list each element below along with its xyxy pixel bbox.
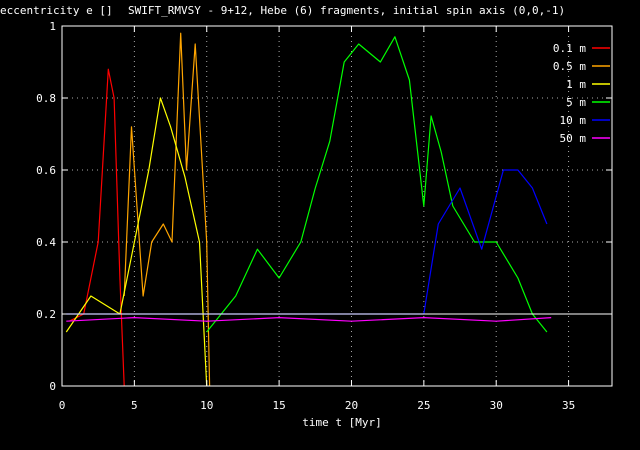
legend-label: 1 m [566,78,586,91]
x-tick-label: 15 [272,399,285,412]
y-tick-label: 0.8 [36,92,56,105]
x-tick-label: 10 [200,399,213,412]
y-tick-label: 0 [49,380,56,393]
legend-label: 0.5 m [553,60,586,73]
series-line-6 [66,317,552,322]
x-tick-label: 35 [562,399,575,412]
y-tick-label: 0.6 [36,164,56,177]
x-axis-label: time t [Myr] [302,416,381,429]
chart-title: SWIFT_RMVSY - 9+12, Hebe (6) fragments, … [128,4,565,17]
x-tick-label: 25 [417,399,430,412]
x-tick-label: 30 [490,399,503,412]
legend: 0.1 m 0.5 m 1 m 5 m 10 m 50 m [553,42,610,145]
legend-label: 0.1 m [553,42,586,55]
x-tick-label: 5 [131,399,138,412]
y-axis-label: eccentricity e [] [0,4,113,17]
series-line-4 [206,36,548,333]
legend-label: 50 m [560,132,587,145]
series-line-1 [68,68,125,387]
legend-label: 10 m [560,114,587,127]
series-line-3 [65,97,208,387]
x-tick-label: 20 [345,399,358,412]
legend-label: 5 m [566,96,586,109]
y-tick-label: 0.2 [36,308,56,321]
grid [62,26,612,386]
series-line-2 [123,32,211,387]
series-lines [65,32,552,387]
x-tick-label: 0 [59,399,66,412]
y-tick-label: 0.4 [36,236,56,249]
y-tick-label: 1 [49,20,56,33]
plot-frame [61,25,613,387]
